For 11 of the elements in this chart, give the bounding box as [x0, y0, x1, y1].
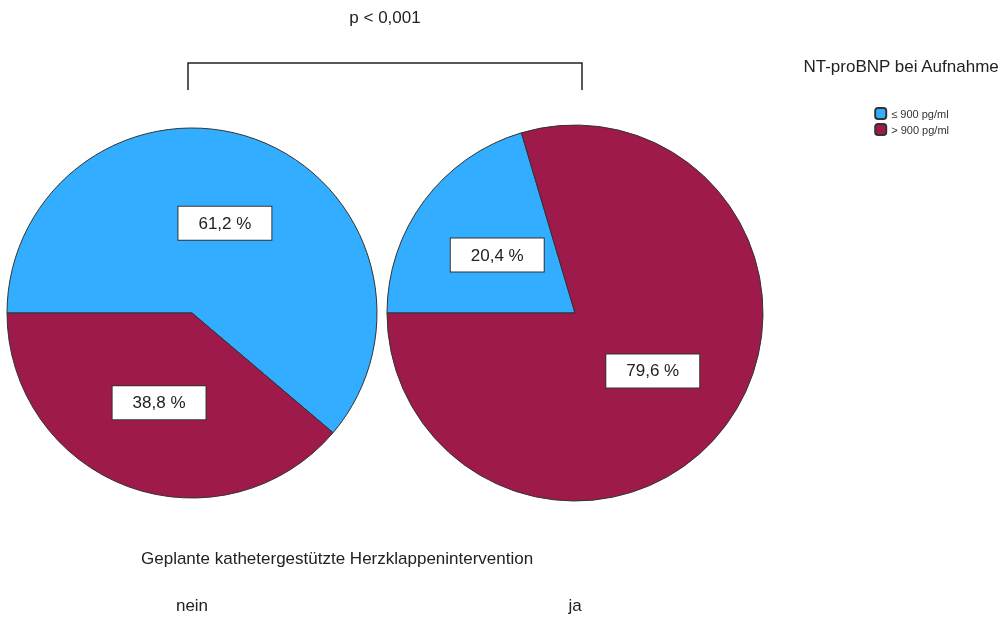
data-label: 20,4 % — [470, 245, 524, 265]
text: p < 0,001 — [349, 8, 421, 27]
slice-label: ja — [567, 596, 583, 615]
legend-label: ≤ 900 pg/ml — [891, 107, 949, 120]
data-label: 38,8 % — [132, 393, 186, 413]
data-label: 79,6 % — [626, 361, 680, 381]
data-label: 61,2 % — [198, 213, 252, 233]
legend-title: NT-proBNP bei Aufnahme — [803, 57, 999, 76]
slice-label: nein — [175, 596, 209, 615]
text: Geplante kathetergestützte Herzklappenintervention — [141, 549, 534, 568]
legend-label: > 900 pg/ml — [891, 123, 950, 136]
